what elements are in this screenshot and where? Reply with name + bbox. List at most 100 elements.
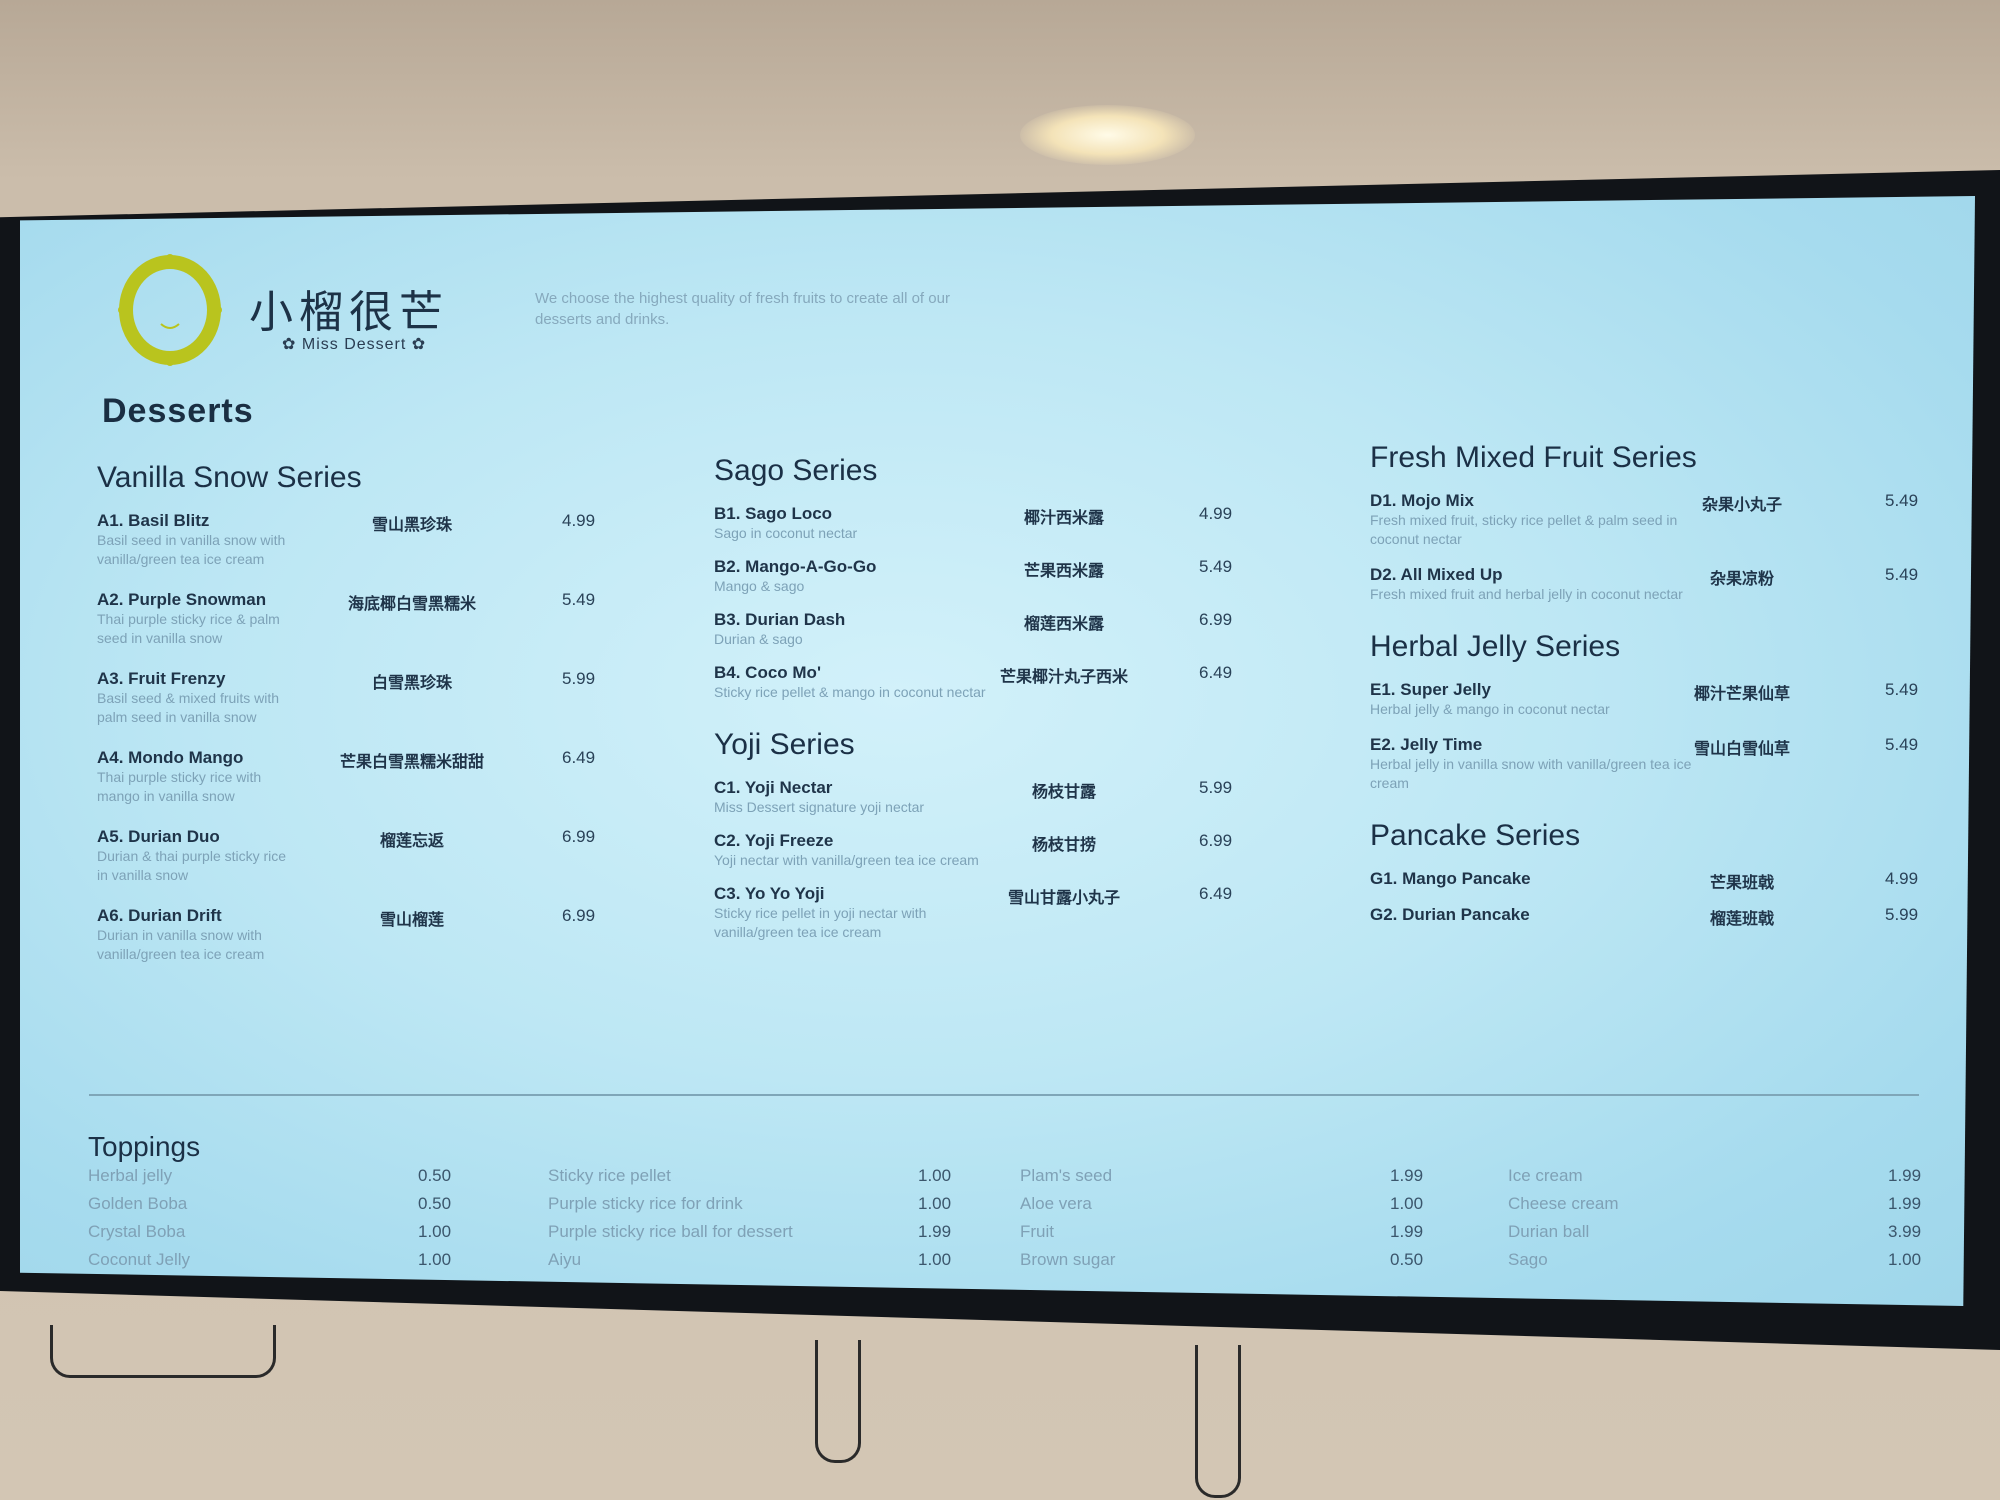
topping-row: Golden Boba 0.50 [88, 1194, 451, 1222]
item-price: 5.99 [1199, 778, 1233, 797]
topping-price: 0.50 [418, 1166, 452, 1185]
item-description: Miss Dessert signature yoji nectar [714, 799, 925, 815]
topping-row: Purple sticky rice for drink 1.00 [548, 1194, 951, 1222]
topping-name: Sticky rice pellet [548, 1166, 671, 1185]
item-name: A4. Mondo Mango [97, 748, 244, 767]
item-name: B2. Mango-A-Go-Go [714, 557, 877, 576]
item-description: Fresh mixed fruit and herbal jelly in co… [1370, 586, 1683, 602]
item-description: Herbal jelly in vanilla snow with vanill… [1370, 756, 1692, 791]
item-name: D1. Mojo Mix [1370, 491, 1474, 510]
item-description: Basil seed in vanilla snow with vanilla/… [97, 532, 286, 567]
menu-item: G1. Mango Pancake 芒果班戟 4.99 [1370, 869, 1930, 892]
topping-row: Purple sticky rice ball for dessert 1.99 [548, 1222, 951, 1250]
menu-section: Yoji Series C1. Yoji Nectar Miss Dessert s… [714, 728, 1254, 942]
topping-price: 1.00 [918, 1194, 952, 1213]
menu-section: Herbal Jelly Series E1. Super Jelly Herbal… [1370, 630, 1930, 793]
menu-column-1: Vanilla Snow Series A1. Basil Blitz Basil … [97, 461, 617, 985]
cable [815, 1340, 861, 1463]
topping-price: 1.00 [1888, 1250, 1922, 1269]
topping-row: Brown sugar 0.50 [1020, 1250, 1423, 1278]
menu-item: C2. Yoji Freeze Yoji nectar with vanilla/… [714, 831, 1254, 870]
toppings-title: Toppings [88, 1131, 201, 1162]
toppings-column: Ice cream 1.99 Cheese cream 1.99 Durian ball… [1508, 1166, 1921, 1278]
item-price: 5.49 [1885, 735, 1919, 754]
item-description: Herbal jelly & mango in coconut nectar [1370, 701, 1610, 717]
item-name-cn: 杨枝甘露 [1031, 784, 1097, 801]
topping-row: Sago 1.00 [1508, 1250, 1921, 1278]
topping-name: Aiyu [548, 1250, 582, 1269]
item-description: Sticky rice pellet & mango in coconut ne… [714, 684, 986, 700]
menu-item: B1. Sago Loco Sago in coconut nectar 椰汁西米露… [714, 504, 1254, 543]
topping-name: Sago [1508, 1250, 1548, 1269]
item-description: Fresh mixed fruit, sticky rice pellet & … [1370, 512, 1678, 547]
item-price: 6.99 [1199, 610, 1233, 629]
item-price: 5.49 [1199, 557, 1233, 576]
menu-item: B3. Durian Dash Durian & sago 榴莲西米露 6.99 [714, 610, 1254, 649]
item-price: 5.49 [1885, 491, 1919, 510]
item-name-cn: 雪山黑珍珠 [371, 517, 453, 534]
menu-item: E1. Super Jelly Herbal jelly & mango in c… [1370, 680, 1930, 719]
topping-row: Aiyu 1.00 [548, 1250, 951, 1278]
item-description: Thai purple sticky rice & palm seed in v… [97, 611, 280, 646]
item-name: E1. Super Jelly [1370, 680, 1491, 699]
item-price: 5.49 [562, 590, 596, 609]
item-name-cn: 杂果小丸子 [1701, 497, 1783, 514]
item-name-cn: 芒果椰汁丸子西米 [999, 669, 1129, 686]
section-title: Pancake Series [1370, 819, 1581, 852]
item-description: Sticky rice pellet in yoji nectar with v… [714, 905, 927, 940]
topping-price: 1.99 [1390, 1166, 1424, 1185]
item-name-cn: 雪山白雪仙草 [1693, 741, 1791, 758]
topping-row: Cheese cream 1.99 [1508, 1194, 1921, 1222]
item-name-cn: 榴莲忘返 [379, 833, 445, 850]
topping-row: Crystal Boba 1.00 [88, 1222, 451, 1250]
item-name-cn: 雪山榴莲 [379, 912, 445, 929]
cable [50, 1325, 276, 1378]
item-description: Durian in vanilla snow with vanilla/gree… [97, 927, 265, 962]
topping-price: 3.99 [1888, 1222, 1922, 1241]
section-title: Herbal Jelly Series [1370, 630, 1621, 663]
section-title: Sago Series [714, 454, 878, 487]
item-price: 6.49 [1199, 884, 1233, 903]
topping-price: 1.00 [918, 1250, 952, 1269]
item-description: Basil seed & mixed fruits with palm seed… [97, 690, 280, 725]
topping-price: 0.50 [418, 1194, 452, 1213]
topping-name: Golden Boba [88, 1194, 188, 1213]
topping-row: Aloe vera 1.00 [1020, 1194, 1423, 1222]
menu-item: C1. Yoji Nectar Miss Dessert signature yo… [714, 778, 1254, 817]
topping-name: Brown sugar [1020, 1250, 1116, 1269]
menu-item: A1. Basil Blitz Basil seed in vanilla sno… [97, 511, 617, 569]
menu-item: A2. Purple Snowman Thai purple sticky ric… [97, 590, 617, 648]
toppings-column: Plam's seed 1.99 Aloe vera 1.00 Fruit 1.99 Bro… [1020, 1166, 1423, 1278]
menu-item: D1. Mojo Mix Fresh mixed fruit, sticky ri… [1370, 491, 1930, 549]
item-price: 5.99 [1885, 905, 1919, 924]
item-name-cn: 芒果班戟 [1709, 875, 1775, 892]
item-name: D2. All Mixed Up [1370, 565, 1503, 584]
topping-name: Cheese cream [1508, 1194, 1619, 1213]
item-name: B4. Coco Mo' [714, 663, 821, 682]
topping-price: 0.50 [1390, 1250, 1424, 1269]
topping-row: Fruit 1.99 [1020, 1222, 1423, 1250]
menu-item: A4. Mondo Mango Thai purple sticky rice w… [97, 748, 617, 806]
section-title: Fresh Mixed Fruit Series [1370, 441, 1697, 474]
menu-screen: 小榴很芒 ✿ Miss Dessert ✿ We choose the high… [20, 196, 1975, 1306]
toppings-column: Sticky rice pellet 1.00 Purple sticky rice… [548, 1166, 951, 1278]
topping-row: Durian ball 3.99 [1508, 1222, 1921, 1250]
item-name-cn: 椰汁西米露 [1023, 510, 1105, 527]
item-name-cn: 芒果西米露 [1023, 563, 1105, 580]
menu-item: A5. Durian Duo Durian & thai purple stick… [97, 827, 617, 885]
topping-row: Coconut Jelly 1.00 [88, 1250, 451, 1278]
topping-name: Purple sticky rice ball for dessert [548, 1222, 793, 1241]
item-price: 6.99 [562, 906, 596, 925]
topping-price: 1.00 [418, 1250, 452, 1269]
item-name-cn: 杨枝甘捞 [1031, 837, 1097, 854]
topping-row: Sticky rice pellet 1.00 [548, 1166, 951, 1194]
item-name: A5. Durian Duo [97, 827, 220, 846]
item-name: C1. Yoji Nectar [714, 778, 833, 797]
topping-price: 1.99 [918, 1222, 952, 1241]
menu-item: A6. Durian Drift Durian in vanilla snow w… [97, 906, 617, 964]
item-price: 4.99 [562, 511, 596, 530]
item-description: Sago in coconut nectar [714, 525, 858, 541]
toppings-column: Herbal jelly 0.50 Golden Boba 0.50 Crystal B… [88, 1166, 451, 1278]
item-name: A1. Basil Blitz [97, 511, 210, 530]
topping-row: Ice cream 1.99 [1508, 1166, 1921, 1194]
